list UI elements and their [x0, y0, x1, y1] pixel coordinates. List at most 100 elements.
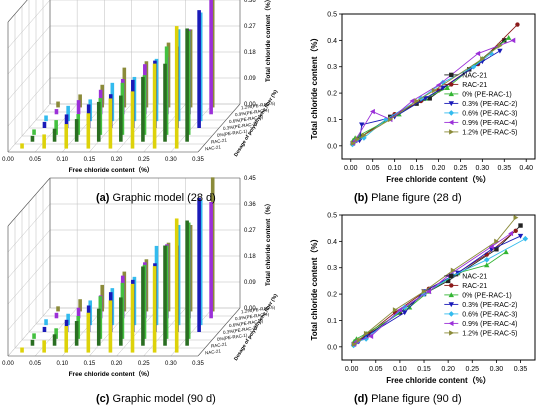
- data-point: [409, 98, 415, 104]
- data-point: [370, 108, 375, 115]
- depth-tick-label: 0.9%(PE-RAC-4): [235, 311, 270, 321]
- bar: [32, 333, 36, 339]
- legend-marker: [449, 129, 454, 135]
- z-tick-label: 0.09: [244, 280, 256, 286]
- depth-tick-label: RAC-21: [211, 341, 228, 348]
- axis-line: [7, 177, 51, 227]
- legend-label: 0.6% (PE-RAC-3): [462, 311, 517, 318]
- bar: [56, 306, 60, 312]
- data-point: [363, 330, 369, 337]
- x-tick-label: 0.15: [84, 361, 96, 367]
- bar: [152, 266, 157, 353]
- x-tick-label: 0.00: [2, 361, 14, 367]
- bar: [52, 128, 57, 142]
- legend-label: 0.3% (PE-RAC-2): [462, 302, 517, 309]
- x-axis-label: Free chloride content（%）: [386, 375, 490, 385]
- data-point: [440, 79, 446, 86]
- x-tick-label: 0.40: [519, 165, 533, 172]
- caption-b: (b) Plane figure (28 d): [354, 192, 462, 204]
- bar: [30, 339, 35, 346]
- depth-tick-label: NAC-21: [205, 144, 222, 151]
- bar: [108, 98, 113, 149]
- bar: [76, 100, 81, 115]
- bar: [174, 218, 179, 353]
- y-tick-label: 0.5: [327, 12, 337, 19]
- data-point: [470, 63, 477, 70]
- z-tick-label: 0.00: [244, 102, 256, 108]
- legend-label: 1.2% (PE-RAC-5): [462, 330, 517, 337]
- data-point: [494, 238, 500, 245]
- data-point: [368, 333, 374, 339]
- legend-marker: [448, 302, 454, 308]
- x-tick-label: 0.30: [165, 361, 177, 367]
- y-tick-label: 0.3: [327, 265, 337, 272]
- legend-marker: [448, 110, 455, 116]
- bar: [174, 26, 179, 149]
- depth-tick-label: 0.6%(PE-RAC-3): [229, 114, 264, 124]
- x-axis-label: Free chloride content（%）: [69, 166, 154, 174]
- bar: [96, 308, 101, 346]
- bar: [44, 319, 48, 326]
- bar: [74, 321, 79, 346]
- caption-c: (c) Graphic model (90 d): [96, 393, 216, 405]
- bar: [130, 91, 135, 149]
- z-tick-label: 0.00: [244, 306, 256, 312]
- x-tick-label: 0.35: [192, 157, 204, 163]
- data-point: [517, 233, 524, 239]
- bar: [185, 28, 189, 142]
- legend-label: NAC-21: [462, 72, 487, 79]
- legend-label: 0.3% (PE-RAC-2): [462, 101, 517, 108]
- x-tick-label: 0.30: [165, 157, 177, 163]
- bar: [64, 114, 69, 128]
- data-point: [513, 214, 519, 221]
- depth-tick-label: 1.2%(PE-RAC-5): [241, 305, 276, 315]
- data-point: [475, 50, 481, 57]
- chart-a: 0.00 0.05 0.10 0.15 0.20 0.25 0.30 0.35 Free chl…: [2, 0, 279, 174]
- x-tick-label: 0.00: [344, 165, 358, 172]
- legend-label: 1.2% (PE-RAC-5): [462, 129, 517, 136]
- legend-marker: [449, 283, 454, 288]
- bar: [42, 134, 46, 149]
- bar: [54, 312, 59, 319]
- bar: [44, 115, 48, 122]
- x-tick-label: 0.25: [138, 157, 150, 163]
- bar: [141, 266, 145, 346]
- data-point: [497, 42, 503, 49]
- data-point: [522, 235, 529, 242]
- x-tick-label: 0.25: [465, 366, 479, 373]
- data-point: [350, 140, 356, 146]
- x-tick-label: 0.05: [369, 366, 383, 373]
- x-tick-label: 0.20: [432, 165, 446, 172]
- bar: [86, 312, 91, 353]
- z-tick-label: 0.18: [244, 254, 256, 260]
- data-point: [445, 278, 451, 284]
- y-tick-label: 0.1: [327, 318, 337, 325]
- bar: [163, 245, 167, 346]
- data-point: [388, 116, 393, 123]
- legend-label: RAC-21: [462, 82, 487, 89]
- series-line: [352, 39, 514, 144]
- data-point: [351, 341, 357, 347]
- bar: [152, 63, 157, 149]
- x-tick-label: 0.15: [410, 165, 424, 172]
- x-tick-label: 0.30: [476, 165, 490, 172]
- data-point: [484, 262, 490, 268]
- depth-tick-label: 0.6%(PE-RAC-3): [229, 318, 264, 328]
- bar: [42, 326, 47, 332]
- bar: [76, 307, 81, 319]
- data-point: [508, 230, 514, 237]
- bar: [52, 334, 57, 346]
- legend-marker: [448, 101, 454, 107]
- series-line: [353, 217, 517, 345]
- z-axis-label: Total chloride content（%）: [264, 0, 272, 82]
- data-point: [402, 310, 408, 316]
- data-point: [397, 310, 403, 315]
- y-tick-label: 0.3: [327, 64, 337, 71]
- bar: [66, 313, 70, 326]
- depth-tick-label: 0.3%(PE-RAC-2): [223, 325, 258, 335]
- z-tick-label: 0.27: [244, 228, 256, 234]
- data-point: [488, 243, 494, 250]
- data-point: [483, 257, 490, 263]
- x-tick-label: 0.00: [2, 157, 14, 163]
